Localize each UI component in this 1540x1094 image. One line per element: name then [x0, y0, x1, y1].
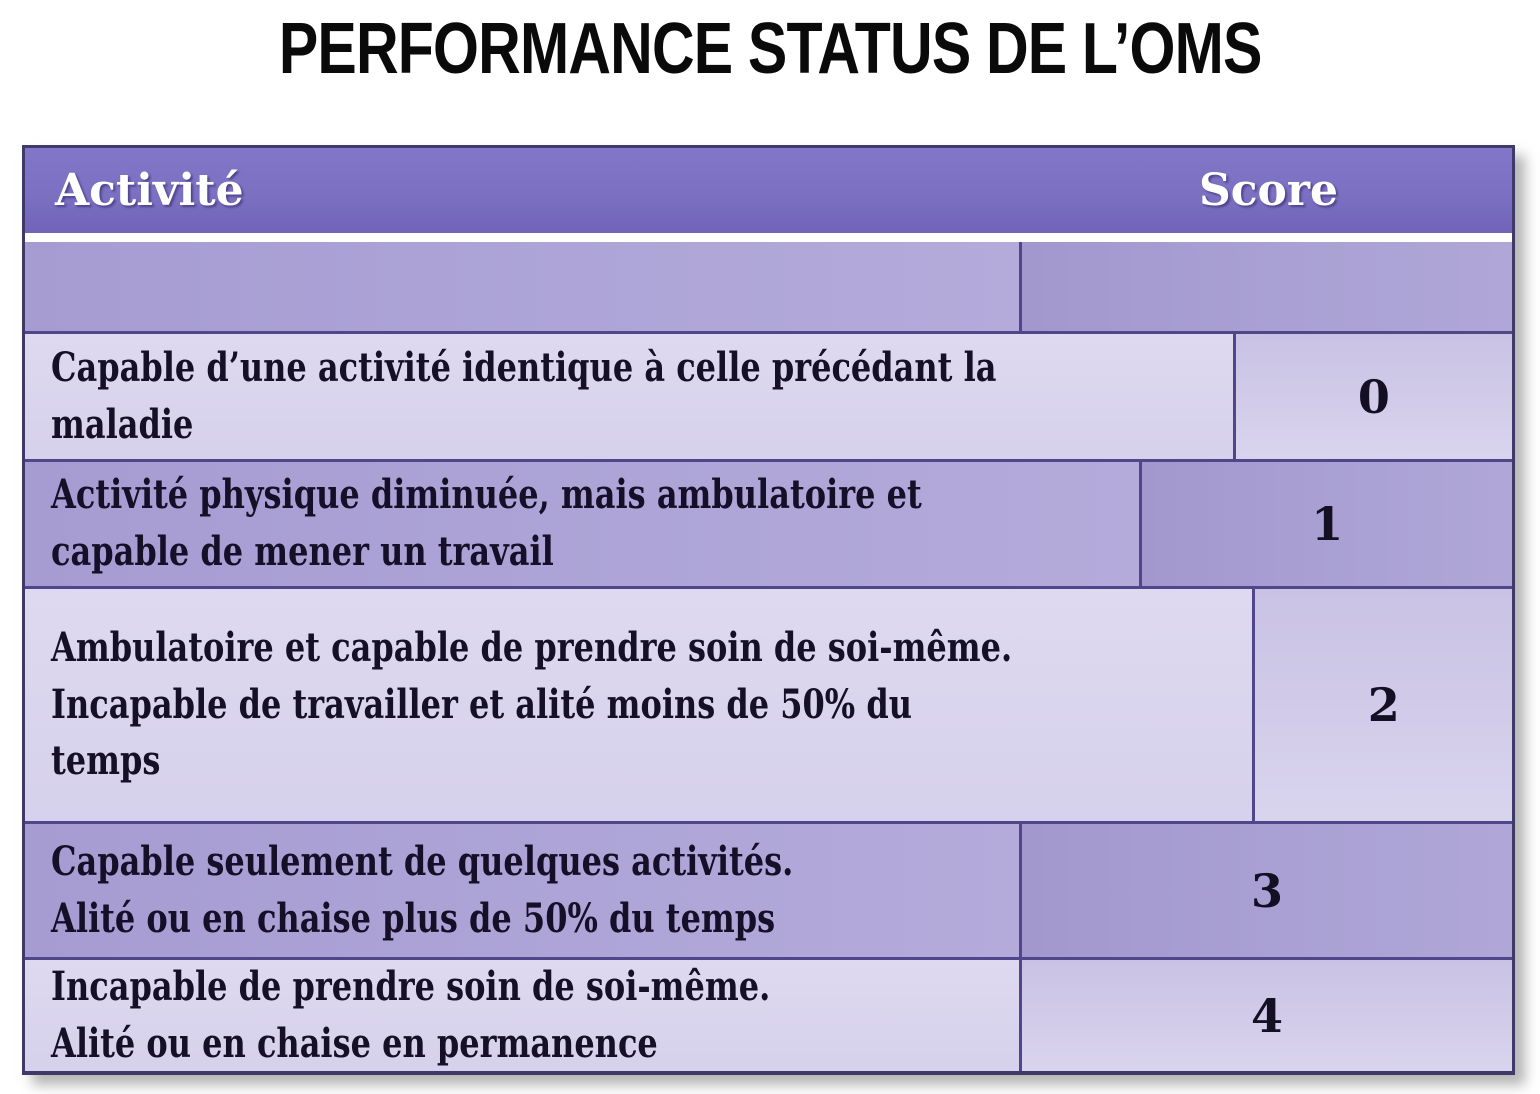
page-title-bar: PERFORMANCE STATUS DE L’OMS — [0, 8, 1540, 90]
header-cell-activity: Activité — [25, 165, 1025, 216]
activity-text-score-2: Ambulatoire et capable de prendre soin d… — [51, 623, 1013, 785]
activity-column-header: Activité — [55, 165, 244, 216]
activity-cell-spacer — [25, 242, 1022, 331]
score-cell-score-4: 4 — [1022, 960, 1512, 1071]
activity-cell-score-3: Capable seulement de quelques activités.… — [25, 824, 1022, 957]
activity-text-score-3: Capable seulement de quelques activités.… — [51, 837, 794, 942]
score-value-0: 0 — [1357, 369, 1390, 424]
performance-status-table: Activité Score Capable d’une activité id… — [22, 145, 1515, 1075]
score-cell-score-2: 2 — [1255, 589, 1512, 821]
score-value-4: 4 — [1250, 988, 1283, 1043]
score-cell-score-0: 0 — [1235, 334, 1512, 459]
score-column-header: Score — [1198, 165, 1339, 216]
table-row-score-0: Capable d’une activité identique à celle… — [25, 331, 1512, 459]
score-value-1: 1 — [1311, 497, 1344, 551]
table-row-score-1: Activité physique diminuée, mais ambulat… — [25, 459, 1512, 586]
score-value-3: 3 — [1250, 863, 1283, 918]
score-value-2: 2 — [1367, 678, 1400, 732]
header-cell-score: Score — [1025, 165, 1512, 216]
table-row-score-4: Incapable de prendre soin de soi-même. A… — [25, 957, 1512, 1071]
activity-text-score-4: Incapable de prendre soin de soi-même. A… — [51, 962, 771, 1067]
table-row-score-2: Ambulatoire et capable de prendre soin d… — [25, 586, 1512, 821]
activity-cell-score-4: Incapable de prendre soin de soi-même. A… — [25, 960, 1022, 1071]
activity-cell-score-0: Capable d’une activité identique à celle… — [25, 334, 1236, 459]
activity-cell-score-2: Ambulatoire et capable de prendre soin d… — [25, 589, 1256, 821]
table-row-score-3: Capable seulement de quelques activités.… — [25, 821, 1512, 957]
activity-text-score-0: Capable d’une activité identique à celle… — [51, 343, 997, 448]
score-cell-spacer — [1022, 242, 1512, 331]
activity-text-score-1: Activité physique diminuée, mais ambulat… — [51, 471, 922, 575]
header-separator-stripe — [25, 233, 1512, 242]
score-cell-score-3: 3 — [1022, 824, 1512, 957]
score-cell-score-1: 1 — [1142, 462, 1512, 586]
activity-cell-score-1: Activité physique diminuée, mais ambulat… — [25, 462, 1143, 586]
page-title: PERFORMANCE STATUS DE L’OMS — [278, 9, 1262, 89]
table-header-row: Activité Score — [25, 148, 1512, 233]
table-row-spacer — [25, 242, 1512, 331]
